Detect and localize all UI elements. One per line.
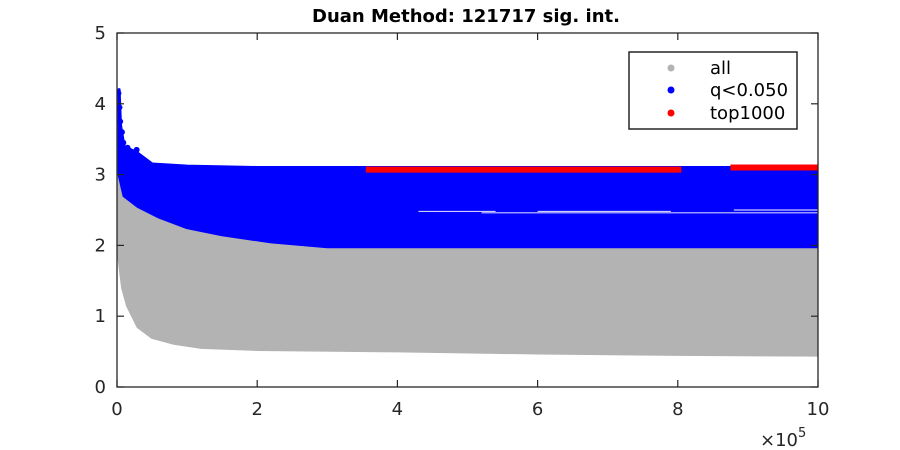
legend-marker-q [667, 86, 675, 94]
plot-area [117, 88, 818, 357]
x-tick-label: 8 [672, 399, 683, 420]
chart-title: Duan Method: 121717 sig. int. [312, 6, 620, 27]
axes: 0 2 4 6 8 10 0 1 2 3 4 5 [95, 23, 830, 420]
legend-label-top1000: top1000 [710, 103, 785, 124]
q-outlier-point [120, 139, 127, 146]
axes-box [116, 32, 819, 388]
x-tick-label: 10 [807, 399, 830, 420]
x-tick-label: 2 [251, 399, 262, 420]
legend: all q<0.050 top1000 [628, 51, 798, 130]
q-outlier-point [118, 129, 125, 136]
x-exponent-base: ×10 [760, 430, 798, 450]
q-outlier-point [117, 118, 124, 125]
x-tick-label: 6 [532, 399, 543, 420]
x-tick-label: 0 [111, 399, 122, 420]
y-tick-label: 2 [95, 235, 106, 256]
legend-marker-all [667, 64, 675, 72]
q-outlier-point [133, 146, 140, 153]
x-axis-exponent: ×105 [760, 426, 806, 450]
q-outlier-point [124, 144, 131, 151]
y-tick-label: 4 [95, 94, 106, 115]
q-outlier-point [117, 104, 123, 111]
legend-label-all: all [710, 58, 731, 79]
y-tick-label: 5 [95, 23, 106, 44]
x-tick-label: 4 [392, 399, 403, 420]
x-exponent-power: 5 [798, 426, 806, 441]
q-outlier-point [117, 90, 122, 97]
legend-box [628, 51, 798, 130]
y-tick-label: 3 [95, 165, 106, 186]
y-tick-label: 0 [95, 377, 106, 398]
y-tick-label: 1 [95, 306, 106, 327]
legend-marker-top1000 [667, 109, 675, 117]
legend-label-q: q<0.050 [710, 80, 788, 101]
